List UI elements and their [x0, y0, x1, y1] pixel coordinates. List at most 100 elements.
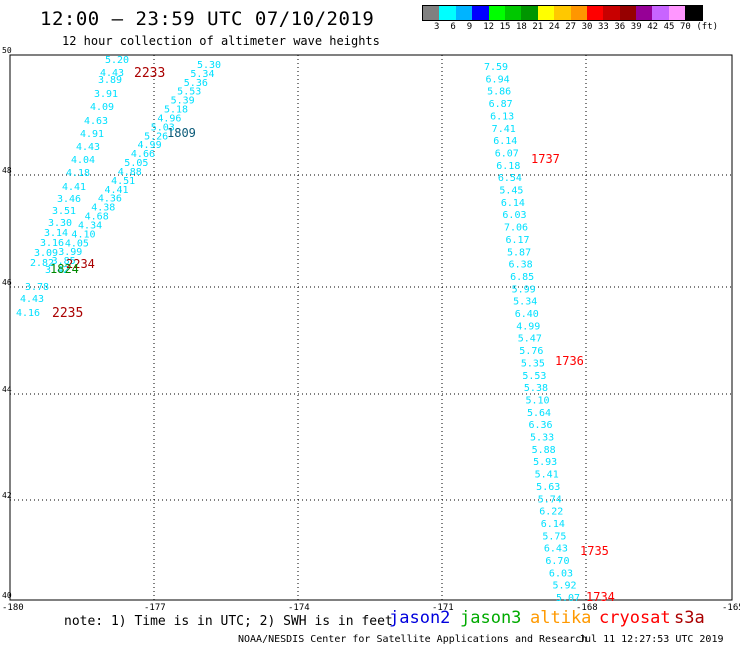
swh-value: 3.91	[94, 89, 118, 100]
swh-value: 5.53	[522, 371, 546, 382]
legend-jason3: jason3	[460, 608, 522, 628]
color-scale-label: 3	[434, 22, 440, 32]
longitude-tick-label: -168	[576, 603, 598, 613]
swh-value: 3.42	[45, 265, 69, 276]
swh-value: 6.22	[539, 507, 563, 518]
swh-value: 6.40	[515, 309, 539, 320]
footnote: note: 1) Time is in UTC; 2) SWH is in fe…	[64, 614, 393, 629]
color-scale-swatch	[455, 6, 473, 20]
map-frame	[9, 54, 733, 601]
swh-value: 5.87	[507, 247, 531, 258]
swh-value: 6.87	[489, 99, 513, 110]
pass-time-label: 1734	[586, 590, 615, 604]
color-scale-swatch	[652, 6, 669, 20]
color-scale-swatch	[685, 6, 702, 20]
swh-value: 6.85	[510, 272, 534, 283]
swh-value: 6.14	[501, 198, 525, 209]
swh-value: 3.85	[52, 256, 76, 267]
swh-value: 4.05	[65, 238, 89, 249]
color-scale-label: (ft)	[696, 22, 719, 32]
generated-timestamp: Jul 11 12:27:53 UTC 2019	[579, 634, 724, 645]
swh-value: 5.36	[184, 78, 208, 89]
swh-value: 5.18	[164, 105, 188, 116]
swh-value: 6.43	[544, 544, 568, 555]
swh-value: 5.45	[499, 186, 523, 197]
pass-time-label: 2234	[66, 257, 95, 271]
color-scale-label: 24	[548, 22, 560, 32]
color-scale-swatch	[423, 6, 440, 20]
color-scale-label: 70	[680, 22, 691, 32]
latitude-tick-label: 50	[2, 46, 12, 55]
color-scale-label: 9	[466, 22, 473, 32]
swh-value: 6.03	[549, 568, 573, 579]
swh-value: 3.51	[52, 206, 76, 217]
swh-value: 6.03	[502, 210, 526, 221]
swh-value: 4.16	[16, 308, 40, 319]
pass-time-label: 1735	[580, 544, 609, 558]
swh-value: 4.41	[62, 182, 86, 193]
color-scale-label: 42	[647, 22, 659, 32]
swh-value: 5.33	[530, 433, 554, 444]
swh-value: 3.16	[40, 238, 64, 249]
credit-line: NOAA/NESDIS Center for Satellite Applica…	[238, 634, 588, 645]
color-scale-swatch	[586, 6, 604, 20]
color-scale-label: 27	[565, 22, 577, 32]
latitude-tick-label: 44	[2, 385, 12, 394]
latitude-tick-label: 46	[2, 278, 12, 287]
swh-value: 3.14	[44, 228, 68, 239]
swh-value: 4.36	[98, 194, 122, 205]
color-scale-swatch	[488, 6, 505, 20]
swh-value: 3.30	[48, 218, 72, 229]
color-scale-label: 30	[581, 22, 593, 32]
swh-value: 7.06	[504, 223, 528, 234]
swh-value: 6.70	[545, 556, 569, 567]
swh-value: 5.26	[144, 131, 168, 142]
swh-value: 5.63	[536, 482, 560, 493]
swh-value: 4.09	[90, 102, 114, 113]
swh-value: 5.92	[552, 581, 576, 592]
swh-value: 4.34	[78, 220, 102, 231]
pass-time-label: 1736	[555, 354, 584, 368]
swh-value: 4.43	[100, 68, 124, 79]
swh-value: 5.76	[519, 346, 543, 357]
longitude-tick-label: -174	[288, 603, 310, 613]
swh-value: 5.41	[535, 470, 559, 481]
longitude-tick-label: -171	[432, 603, 454, 613]
swh-value: 5.47	[518, 334, 542, 345]
latitude-tick-label: 48	[2, 166, 12, 175]
pass-time-label: 1737	[531, 152, 560, 166]
swh-value: 5.99	[512, 284, 536, 295]
swh-value: 5.86	[487, 87, 511, 98]
swh-value: 4.68	[85, 212, 109, 223]
color-scale-swatch	[439, 6, 456, 20]
latitude-tick-label: 42	[2, 491, 12, 500]
swh-value: 5.35	[521, 358, 545, 369]
color-scale-label: 12	[483, 22, 495, 32]
color-scale-label: 15	[499, 22, 511, 32]
swh-value: 4.38	[91, 203, 115, 214]
swh-value: 5.34	[190, 69, 214, 80]
pass-time-label: 2235	[52, 306, 83, 321]
swh-value: 5.39	[171, 96, 195, 107]
color-scale-swatch	[570, 6, 587, 20]
longitude-tick-label: -165	[722, 603, 740, 613]
legend-altika: altika	[530, 608, 592, 628]
color-scale-swatch	[504, 6, 522, 20]
swh-value: 5.20	[105, 55, 129, 66]
swh-value: 5.10	[525, 395, 549, 406]
swh-value: 7.59	[484, 62, 508, 73]
color-scale-label: 18	[516, 22, 527, 32]
color-scale-label: 33	[598, 22, 609, 32]
swh-value: 5.64	[527, 408, 551, 419]
swh-value: 4.43	[76, 142, 100, 153]
swh-value: 6.13	[490, 111, 514, 122]
swh-value: 6.07	[495, 148, 519, 159]
swh-value: 3.46	[57, 194, 81, 205]
color-scale-bar	[422, 5, 703, 21]
swh-value: 4.66	[131, 149, 155, 160]
swh-value: 6.38	[509, 260, 533, 271]
swh-value: 2.82	[30, 258, 54, 269]
color-scale-label: 6	[450, 22, 456, 32]
swh-value: 5.88	[532, 445, 556, 456]
color-scale-label: 45	[663, 22, 675, 32]
